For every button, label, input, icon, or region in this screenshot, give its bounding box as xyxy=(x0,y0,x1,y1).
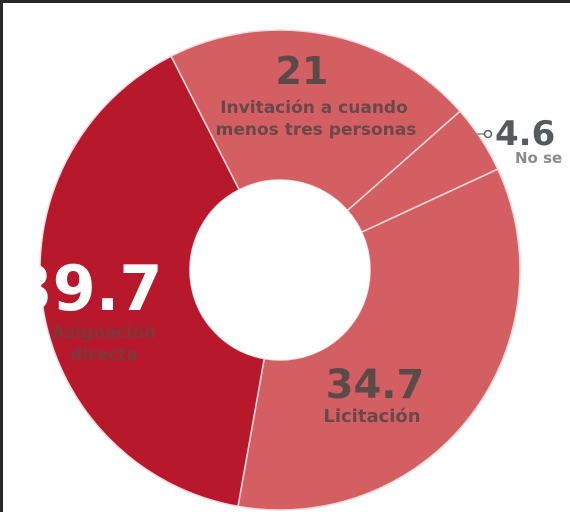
category-label-invitacion-line2: menos tres personas xyxy=(216,120,417,140)
donut-hole xyxy=(190,180,370,360)
leader-marker-no-se xyxy=(483,129,493,139)
value-label-invitacion: 21 xyxy=(276,49,329,93)
donut-labels: 21 Invitación a cuando menos tres person… xyxy=(10,49,563,427)
category-label-licitacion: Licitación xyxy=(323,406,420,427)
value-label-licitacion: 34.7 xyxy=(326,362,425,408)
category-label-asignacion-line1: Asignación xyxy=(52,323,157,343)
slice-licitacion xyxy=(237,168,521,511)
category-label-invitacion-line1: Invitación a cuando xyxy=(220,98,408,118)
donut-slices xyxy=(39,29,521,511)
category-label-asignacion-line2: directa xyxy=(70,345,138,365)
category-label-no-se: No se xyxy=(515,149,562,167)
value-label-no-se: 4.6 xyxy=(495,114,555,154)
value-label-asignacion: 39.7 xyxy=(10,252,163,325)
